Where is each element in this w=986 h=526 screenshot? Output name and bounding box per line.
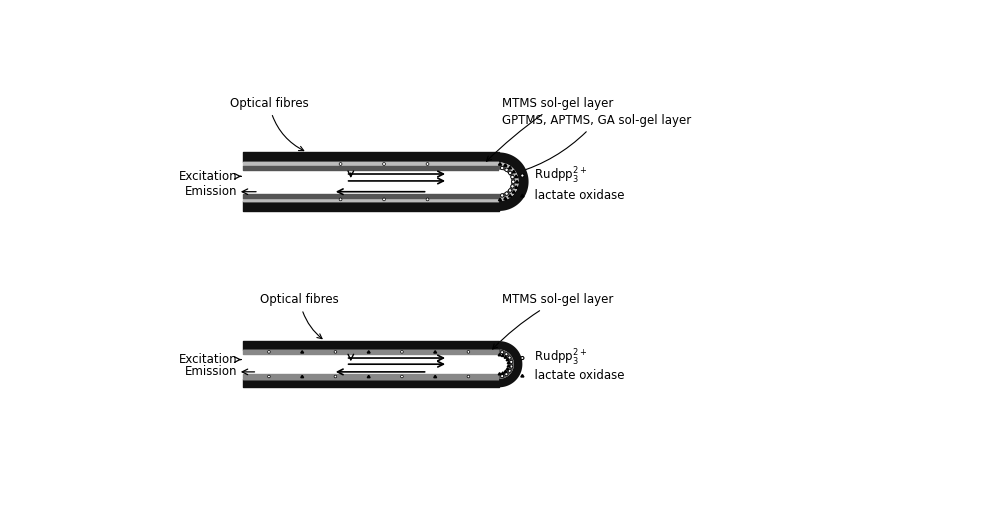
Polygon shape (434, 351, 437, 353)
Polygon shape (521, 194, 525, 197)
Polygon shape (513, 170, 516, 173)
Polygon shape (367, 376, 370, 378)
Circle shape (339, 163, 342, 165)
Circle shape (505, 372, 508, 376)
Polygon shape (506, 358, 509, 361)
Polygon shape (504, 197, 507, 199)
Circle shape (508, 369, 511, 372)
Polygon shape (513, 190, 516, 193)
Polygon shape (499, 341, 523, 387)
Circle shape (334, 375, 337, 378)
Text: MTMS sol-gel layer: MTMS sol-gel layer (493, 294, 613, 349)
Circle shape (505, 168, 509, 171)
Circle shape (267, 350, 270, 353)
Polygon shape (504, 370, 507, 372)
Polygon shape (501, 372, 504, 374)
Polygon shape (498, 353, 501, 356)
Polygon shape (301, 376, 304, 378)
Circle shape (508, 356, 511, 359)
Text: lactate oxidase: lactate oxidase (528, 189, 624, 202)
Circle shape (501, 194, 504, 197)
Circle shape (512, 180, 515, 184)
Polygon shape (434, 376, 437, 378)
Polygon shape (515, 186, 518, 188)
Circle shape (334, 350, 337, 353)
Polygon shape (501, 354, 504, 357)
Polygon shape (499, 153, 528, 211)
Circle shape (267, 375, 270, 378)
Polygon shape (515, 175, 518, 178)
Text: Optical fibres: Optical fibres (260, 294, 339, 339)
Polygon shape (499, 163, 502, 165)
Polygon shape (507, 365, 510, 367)
Text: Emission: Emission (184, 185, 238, 198)
Polygon shape (509, 166, 512, 169)
Circle shape (505, 352, 508, 356)
Circle shape (510, 365, 513, 368)
Circle shape (501, 375, 504, 378)
Circle shape (511, 185, 514, 188)
Circle shape (467, 350, 469, 353)
Polygon shape (521, 375, 524, 377)
Polygon shape (499, 163, 519, 201)
Polygon shape (509, 195, 512, 197)
Polygon shape (504, 356, 507, 358)
Text: Excitation: Excitation (178, 353, 238, 366)
Circle shape (383, 163, 386, 165)
Circle shape (339, 198, 342, 201)
Polygon shape (499, 198, 502, 201)
Circle shape (400, 350, 403, 353)
Circle shape (521, 357, 524, 360)
Circle shape (521, 174, 525, 177)
Polygon shape (498, 372, 501, 375)
Polygon shape (506, 368, 509, 370)
Text: Rudpp$_3^{2+}$: Rudpp$_3^{2+}$ (528, 166, 588, 186)
Circle shape (426, 163, 429, 165)
Circle shape (400, 375, 403, 378)
Polygon shape (499, 166, 516, 198)
Circle shape (467, 375, 469, 378)
Text: Optical fibres: Optical fibres (230, 97, 309, 150)
Circle shape (509, 189, 512, 192)
Circle shape (505, 192, 509, 195)
Text: Emission: Emission (184, 366, 238, 378)
Polygon shape (499, 170, 511, 194)
Circle shape (383, 198, 386, 201)
Circle shape (501, 166, 504, 170)
Text: lactate oxidase: lactate oxidase (528, 369, 624, 382)
Polygon shape (507, 361, 510, 363)
Circle shape (426, 198, 429, 201)
Text: Excitation: Excitation (178, 170, 238, 183)
Polygon shape (516, 180, 519, 183)
Circle shape (509, 171, 512, 175)
Text: Rudpp$_3^{2+}$: Rudpp$_3^{2+}$ (528, 348, 588, 368)
Text: MTMS sol-gel layer: MTMS sol-gel layer (486, 97, 613, 161)
Polygon shape (499, 350, 514, 379)
Polygon shape (499, 354, 509, 374)
Circle shape (511, 175, 514, 179)
Text: GPTMS, APTMS, GA sol-gel layer: GPTMS, APTMS, GA sol-gel layer (502, 114, 691, 174)
Polygon shape (301, 351, 304, 353)
Polygon shape (504, 164, 507, 166)
Circle shape (501, 351, 504, 354)
Polygon shape (367, 351, 370, 353)
Circle shape (510, 360, 513, 363)
